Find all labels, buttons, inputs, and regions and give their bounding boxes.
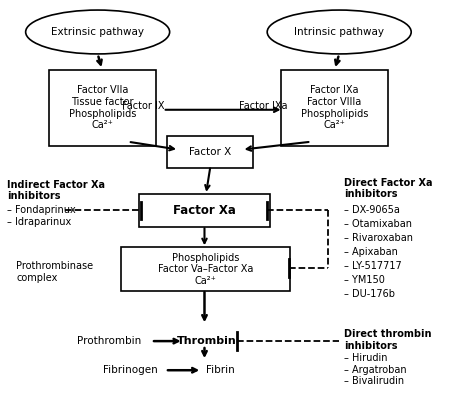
Text: Fibrin: Fibrin — [206, 365, 235, 375]
Text: Factor IX: Factor IX — [122, 101, 165, 111]
FancyBboxPatch shape — [167, 136, 253, 168]
Text: Extrinsic pathway: Extrinsic pathway — [51, 27, 144, 37]
Text: Phospholipids
Factor Va–Factor Xa
Ca²⁺: Phospholipids Factor Va–Factor Xa Ca²⁺ — [158, 253, 253, 286]
Text: Intrinsic pathway: Intrinsic pathway — [294, 27, 384, 37]
Text: Fibrinogen: Fibrinogen — [103, 365, 157, 375]
Text: – Hirudin
– Argatroban
– Bivalirudin: – Hirudin – Argatroban – Bivalirudin — [344, 353, 407, 386]
FancyBboxPatch shape — [139, 193, 270, 228]
FancyBboxPatch shape — [281, 70, 388, 146]
Text: Factor VIIa
Tissue factor
Phospholipids
Ca²⁺: Factor VIIa Tissue factor Phospholipids … — [69, 85, 136, 130]
Text: Factor IXa
Factor VIIIa
Phospholipids
Ca²⁺: Factor IXa Factor VIIIa Phospholipids Ca… — [301, 85, 368, 130]
Text: Direct thrombin
inhibitors: Direct thrombin inhibitors — [344, 329, 431, 351]
Text: Factor X: Factor X — [189, 147, 231, 157]
Text: – DX-9065a
– Otamixaban
– Rivaroxaban
– Apixaban
– LY-517717
– YM150
– DU-176b: – DX-9065a – Otamixaban – Rivaroxaban – … — [344, 206, 413, 300]
Text: Direct Factor Xa
inhibitors: Direct Factor Xa inhibitors — [344, 177, 432, 199]
Text: Thrombin: Thrombin — [177, 336, 237, 346]
Text: Factor IXa: Factor IXa — [239, 101, 288, 111]
FancyBboxPatch shape — [121, 247, 291, 291]
Text: Prothrombinase
complex: Prothrombinase complex — [16, 261, 93, 283]
Text: – Fondaprinux
– Idraparinux: – Fondaprinux – Idraparinux — [7, 206, 76, 227]
Text: Prothrombin: Prothrombin — [77, 336, 141, 346]
Text: Factor Xa: Factor Xa — [173, 204, 236, 217]
FancyBboxPatch shape — [49, 70, 155, 146]
Text: Indirect Factor Xa
inhibitors: Indirect Factor Xa inhibitors — [7, 179, 105, 201]
